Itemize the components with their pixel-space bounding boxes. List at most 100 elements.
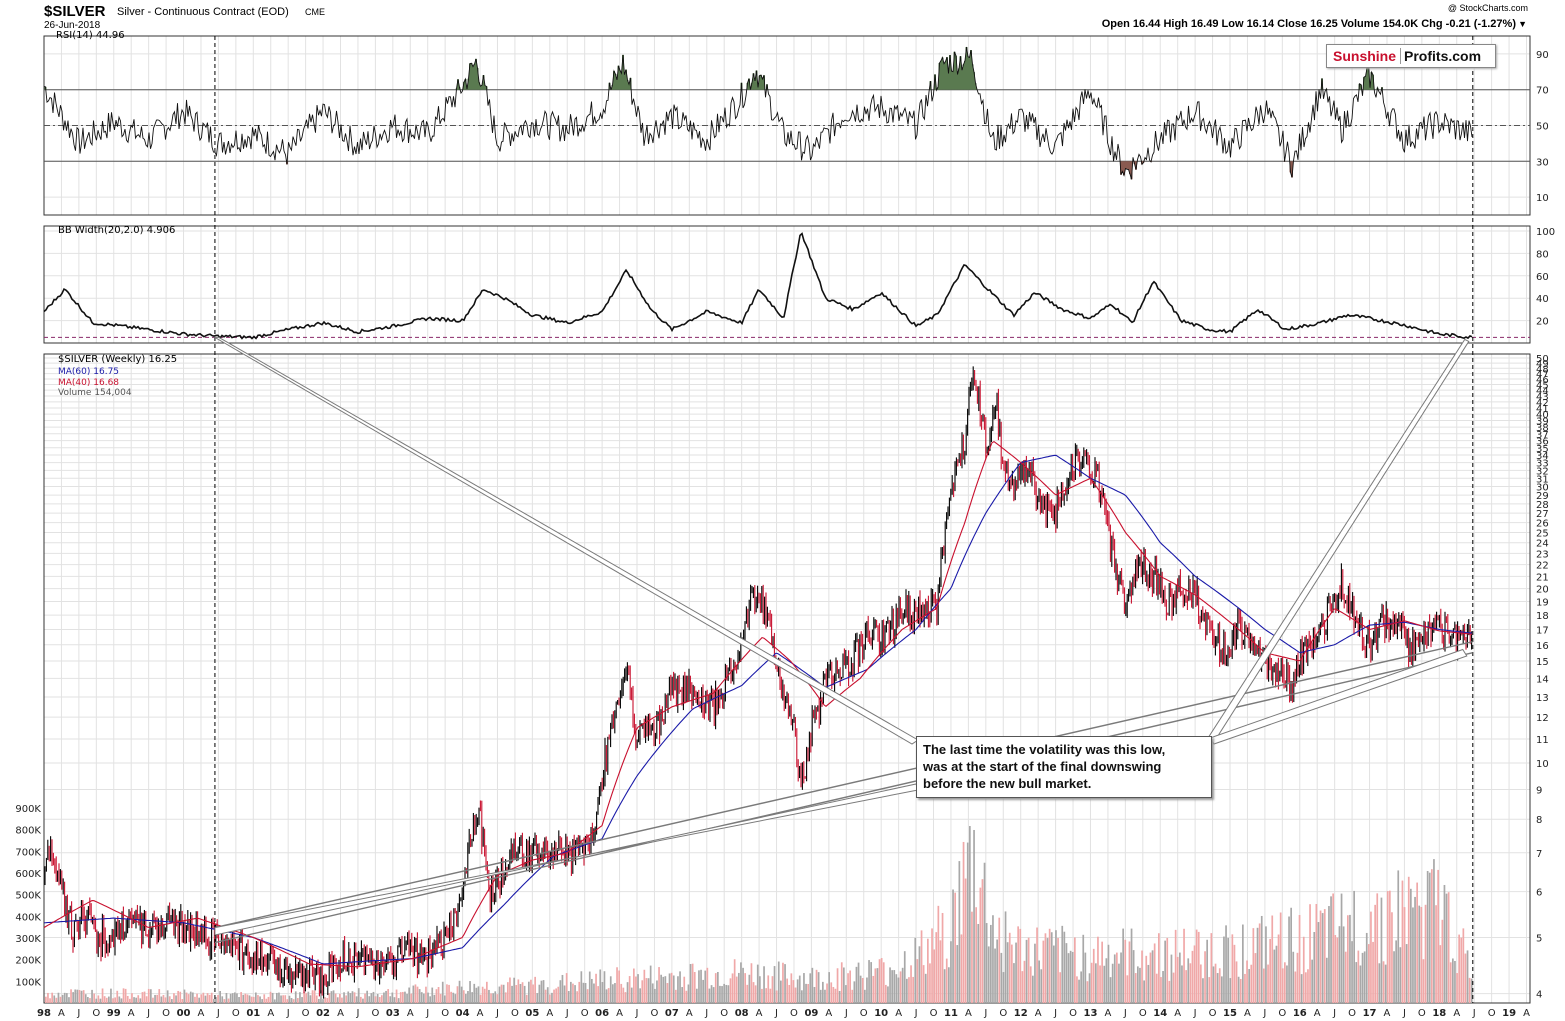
volume-bar <box>1292 951 1295 1003</box>
volume-bar <box>574 985 576 1003</box>
volume-bar <box>1090 962 1093 1003</box>
volume-bar <box>1166 937 1169 1003</box>
volume-bar <box>643 969 646 1003</box>
volume-bar <box>322 999 324 1003</box>
volume-bar <box>1370 911 1372 1003</box>
volume-bar <box>832 986 835 1003</box>
volume-bar <box>975 907 977 1003</box>
volume-bar <box>1218 968 1221 1003</box>
volume-bar <box>328 993 331 1003</box>
volume-bar <box>1074 937 1076 1003</box>
volume-bar <box>1055 930 1057 1003</box>
price-tick-label: 34 <box>1536 451 1549 462</box>
volume-bar <box>137 995 140 1003</box>
volume-bar <box>971 911 973 1003</box>
volume-bar <box>1414 896 1416 1003</box>
volume-bar <box>1216 973 1219 1003</box>
volume-bar <box>1338 926 1341 1003</box>
volume-bar <box>740 962 742 1003</box>
volume-bar <box>885 984 887 1003</box>
volume-bar <box>1456 973 1458 1003</box>
volume-bar <box>471 992 473 1003</box>
price-tick-label: 39 <box>1536 417 1549 428</box>
volume-bar <box>857 962 860 1003</box>
bb-width-label: BB Width(20,2.0) 4.906 <box>58 225 175 236</box>
volume-bar <box>1468 977 1471 1003</box>
volume-bar <box>906 978 908 1003</box>
x-tick-label: A <box>128 1008 135 1019</box>
volume-bar <box>194 996 196 1003</box>
x-tick-label: J <box>1402 1008 1406 1019</box>
volume-bar <box>383 992 385 1003</box>
volume-bar <box>731 973 734 1003</box>
volume-bar <box>889 967 891 1003</box>
volume-bar <box>1172 972 1175 1003</box>
volume-bar <box>1235 961 1238 1003</box>
volume-bar <box>1359 965 1362 1003</box>
volume-bar <box>612 984 614 1003</box>
volume-bar <box>1113 954 1116 1003</box>
x-tick-label: J <box>216 1008 220 1019</box>
volume-bar <box>616 967 618 1003</box>
volume-bar <box>626 982 629 1003</box>
volume-bar <box>998 917 1001 1003</box>
volume-bar <box>156 994 158 1003</box>
volume-bar <box>565 973 568 1003</box>
symbol-description: Silver - Continuous Contract (EOD) <box>117 6 289 18</box>
bb-tick-label: 40 <box>1536 294 1549 305</box>
volume-bar <box>700 969 702 1003</box>
volume-bar <box>1118 963 1120 1003</box>
volume-bar <box>1349 914 1351 1003</box>
volume-bar <box>756 964 759 1003</box>
volume-bar <box>878 959 881 1003</box>
volume-bar <box>101 988 104 1003</box>
x-tick-label: A <box>267 1008 274 1019</box>
volume-bar <box>255 992 257 1003</box>
volume-bar <box>1298 914 1301 1003</box>
x-tick-label: 07 <box>665 1008 679 1019</box>
volume-bar <box>1000 952 1003 1003</box>
volume-bar <box>866 977 868 1003</box>
volume-bar <box>1260 915 1263 1003</box>
volume-bar <box>956 945 959 1003</box>
volume-bar <box>960 934 963 1003</box>
volume-bar <box>910 965 912 1003</box>
x-tick-label: A <box>1314 1008 1321 1019</box>
volume-bar <box>561 974 564 1003</box>
volume-bar <box>1294 971 1297 1003</box>
volume-bar <box>399 992 402 1003</box>
volume-bar <box>792 980 795 1003</box>
volume-bar <box>588 971 591 1003</box>
volume-bar <box>1084 952 1087 1003</box>
volume-bar <box>141 992 144 1003</box>
volume-bar <box>969 826 971 1003</box>
volume-bar <box>217 994 219 1003</box>
x-tick-label: J <box>844 1008 848 1019</box>
bb-tick-label: 80 <box>1536 249 1549 260</box>
volume-bar <box>276 992 278 1003</box>
volume-bar <box>599 969 602 1003</box>
volume-bar <box>1126 975 1129 1003</box>
x-tick-label: 18 <box>1432 1008 1446 1019</box>
volume-bar <box>187 994 190 1003</box>
volume-bar <box>57 992 60 1003</box>
volume-bar <box>920 930 923 1003</box>
volume-bar <box>882 962 885 1003</box>
volume-bar <box>404 991 406 1003</box>
volume-bar <box>208 994 211 1003</box>
volume-bar <box>618 970 620 1003</box>
volume-bar <box>553 989 555 1003</box>
volume-bar <box>990 924 992 1003</box>
support-trendline <box>214 640 1473 929</box>
x-tick-label: O <box>302 1008 310 1019</box>
volume-bar <box>1296 952 1299 1003</box>
volume-bar <box>710 985 713 1003</box>
volume-bar <box>1120 952 1122 1003</box>
volume-bar <box>1269 938 1271 1003</box>
volume-bar <box>546 987 549 1003</box>
price-tick-label: 10 <box>1536 759 1549 770</box>
x-tick-label: A <box>965 1008 972 1019</box>
volume-bar <box>933 949 935 1003</box>
volume-bar <box>1105 958 1108 1003</box>
volume-bar <box>372 991 375 1003</box>
